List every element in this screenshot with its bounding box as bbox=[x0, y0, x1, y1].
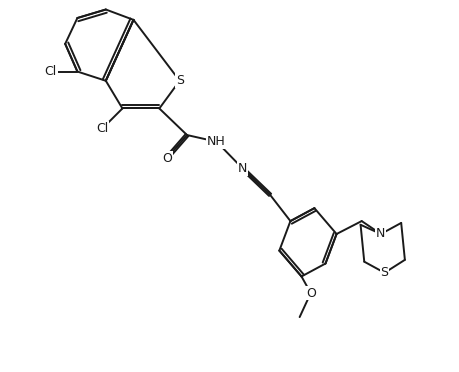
Text: N: N bbox=[376, 228, 386, 241]
Text: Cl: Cl bbox=[45, 65, 57, 78]
Text: O: O bbox=[162, 152, 172, 165]
Text: S: S bbox=[176, 74, 184, 87]
Text: NH: NH bbox=[207, 135, 226, 148]
Text: N: N bbox=[238, 162, 247, 175]
Text: O: O bbox=[306, 286, 316, 299]
Text: Cl: Cl bbox=[96, 122, 108, 135]
Text: S: S bbox=[381, 266, 389, 279]
